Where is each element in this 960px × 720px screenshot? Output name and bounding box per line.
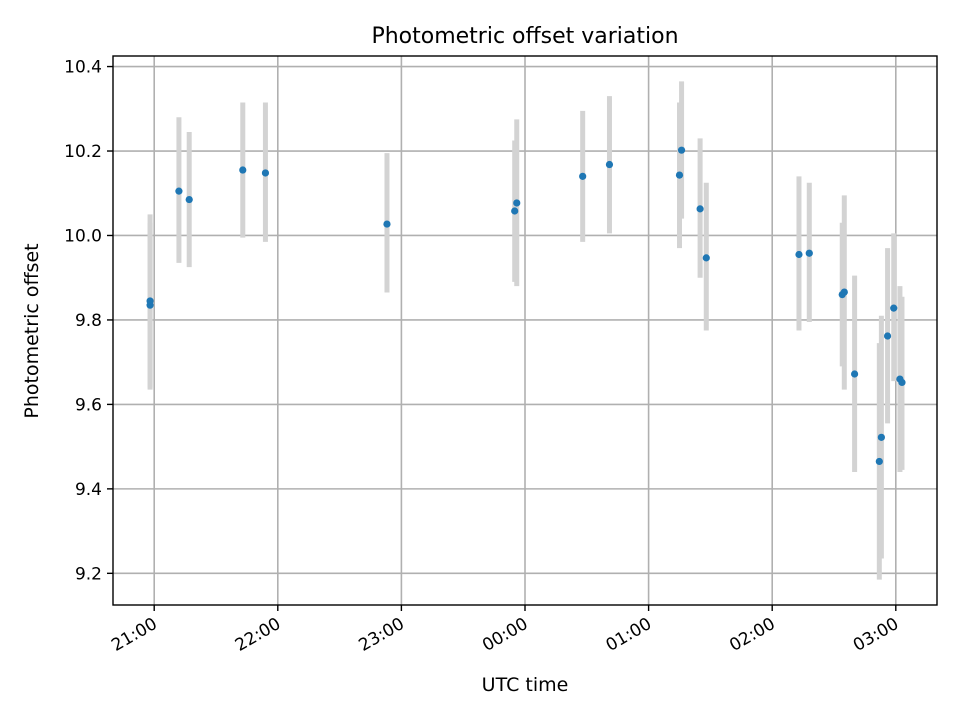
data-point <box>883 332 892 340</box>
y-tick-label: 10.2 <box>64 142 102 162</box>
data-point <box>795 250 803 259</box>
data-point <box>840 288 848 296</box>
y-axis-label: Photometric offset <box>21 243 43 418</box>
y-tick-label: 9.2 <box>75 564 102 584</box>
data-point <box>696 205 704 213</box>
data-point <box>877 433 885 441</box>
data-point <box>605 160 614 169</box>
data-point <box>890 304 898 312</box>
y-tick-label: 10.4 <box>64 58 102 78</box>
data-point <box>675 171 684 179</box>
y-tick-label: 9.8 <box>75 311 102 331</box>
data-point <box>383 220 391 228</box>
data-point <box>175 187 183 195</box>
x-axis-label: UTC time <box>482 674 569 696</box>
data-point <box>511 207 519 215</box>
data-point <box>677 146 686 154</box>
data-point <box>579 172 587 180</box>
data-point <box>146 297 154 305</box>
y-tick-label: 9.4 <box>75 480 102 500</box>
data-point <box>702 254 710 262</box>
data-point <box>805 249 813 257</box>
data-point <box>898 378 906 387</box>
y-tick-label: 9.6 <box>75 395 102 415</box>
data-points <box>146 146 906 466</box>
data-point <box>875 457 883 466</box>
data-point <box>239 166 247 174</box>
y-tick-label: 10.0 <box>64 226 102 246</box>
data-point <box>851 370 859 378</box>
data-point <box>261 169 270 177</box>
chart-title: Photometric offset variation <box>371 24 678 49</box>
data-point <box>185 195 193 204</box>
data-point <box>513 199 521 207</box>
